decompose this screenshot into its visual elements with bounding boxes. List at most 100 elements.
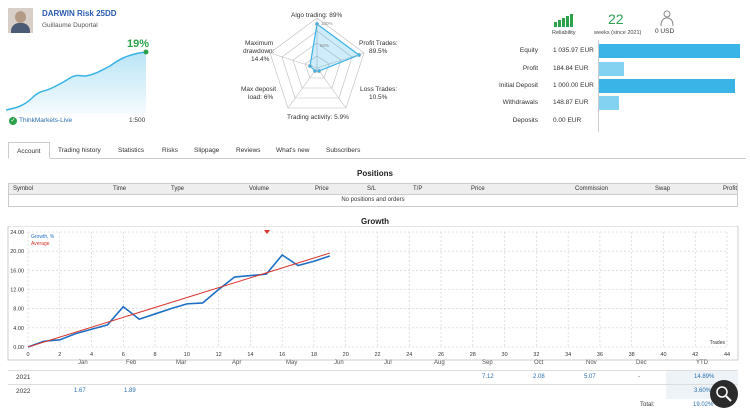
month-header: Nov	[586, 360, 597, 366]
month-value[interactable]: 7.12	[482, 374, 494, 380]
y-tick-label: 0.00	[13, 345, 24, 351]
broker-link[interactable]: ThinkMarkets-Live	[19, 117, 73, 124]
positions-header-row: Symbol Time Type Volume Price S/L T/P Price Comm…	[9, 184, 737, 195]
y-tick-label: 24.00	[10, 230, 24, 236]
balance-bar	[599, 62, 624, 76]
ytd-value: 3.60%	[694, 388, 712, 394]
month-header: Aug	[434, 360, 445, 366]
zoom-button[interactable]	[710, 380, 738, 408]
year-label: 2022	[16, 388, 31, 395]
legend-growth: Growth, %	[31, 234, 55, 240]
tab-bar: Account Trading history Statistics Risks Sli…	[8, 142, 746, 159]
month-header: Jan	[78, 360, 88, 366]
radar-profit-trades-value: 89.5%	[369, 48, 388, 55]
radar-loss-trades-value: 10.5%	[369, 94, 388, 101]
positions-column-header: S/L	[367, 186, 377, 192]
x-tick-label: 20	[343, 352, 349, 358]
month-value[interactable]: 1.89	[124, 388, 136, 394]
total-label: Total:	[640, 402, 655, 408]
subscribers-funds: 0 USD	[655, 28, 675, 35]
month-header: Dec	[636, 360, 647, 366]
x-tick-label: 0	[26, 352, 29, 358]
month-header: YTD	[696, 360, 708, 366]
tab-statistics[interactable]: Statistics	[118, 147, 145, 154]
tab-what-s-new[interactable]: What's new	[276, 147, 310, 154]
radar-chart: 100% 50% Algo trading: 89% Profit Trades…	[235, 6, 400, 126]
positions-table: Symbol Time Type Volume Price S/L T/P Price Comm…	[8, 183, 738, 207]
growth-line	[27, 253, 331, 348]
growth-percent: 19%	[127, 38, 150, 50]
reliability-bars-icon	[554, 14, 573, 27]
growth-title: Growth	[361, 217, 389, 226]
month-header: May	[286, 360, 298, 366]
month-header: Jul	[384, 360, 392, 366]
positions-column-header: Price	[315, 186, 329, 192]
total-value: 19.02%	[693, 402, 714, 408]
balance-label: Initial Deposit	[498, 82, 538, 89]
positions-column-header: Type	[171, 186, 185, 192]
year-label: 2021	[16, 374, 31, 381]
x-tick-label: 24	[406, 352, 412, 358]
month-header: Oct	[534, 360, 544, 366]
radar-loss-trades-label: Loss Trades:	[360, 86, 398, 93]
y-tick-label: 16.00	[10, 268, 24, 274]
x-tick-label: 16	[279, 352, 285, 358]
mini-growth-chart	[6, 49, 149, 114]
positions-column-header: Symbol	[13, 186, 34, 192]
x-tick-label: 6	[122, 352, 125, 358]
balance-value: 184.84 EUR	[553, 65, 589, 72]
balance-value: 148.87 EUR	[553, 99, 589, 106]
account-name[interactable]: DARWIN Risk 25DD	[42, 9, 117, 18]
radar-trading-activity: Trading activity: 5.9%	[287, 114, 349, 121]
leverage: 1:500	[129, 117, 146, 124]
tab-slippage[interactable]: Slippage	[194, 147, 220, 154]
positions-column-header: Swap	[655, 186, 671, 192]
x-tick-label: 14	[247, 352, 253, 358]
bars-divider	[598, 40, 599, 132]
month-value[interactable]: 5.07	[584, 374, 596, 380]
tab-trading-history[interactable]: Trading history	[58, 147, 101, 154]
verified-icon: ✓	[9, 117, 17, 125]
x-tick-label: 26	[438, 352, 444, 358]
account-owner[interactable]: Guillaume Duportal	[42, 22, 98, 29]
month-value[interactable]: 2.08	[533, 374, 545, 380]
balance-bar	[599, 96, 619, 110]
month-value[interactable]: -	[638, 374, 640, 380]
radar-drawdown-label: Maximum	[245, 40, 274, 47]
month-value[interactable]: 1.67	[74, 388, 86, 394]
balance-label: Withdrawals	[502, 99, 538, 106]
tab-reviews[interactable]: Reviews	[236, 147, 261, 154]
tab-risks[interactable]: Risks	[162, 147, 178, 154]
x-tick-label: 18	[311, 352, 317, 358]
avatar[interactable]	[8, 8, 33, 33]
balance-label: Profit	[522, 65, 538, 72]
x-tick-label: 12	[216, 352, 222, 358]
y-tick-label: 20.00	[10, 249, 24, 255]
radar-drawdown-label-2: drawdown:	[243, 48, 275, 55]
radar-deposit-load-value: load: 6%	[248, 94, 274, 101]
subscribers-icon	[660, 10, 674, 27]
x-tick-label: 44	[724, 352, 730, 358]
radar-ring-50: 50%	[320, 43, 330, 48]
positions-column-header: Volume	[249, 186, 270, 192]
balance-label: Deposits	[512, 117, 538, 124]
month-header: Apr	[232, 360, 242, 366]
marker-icon	[264, 230, 270, 234]
x-tick-label: 2	[58, 352, 61, 358]
balance-bar	[599, 79, 735, 93]
positions-title: Positions	[356, 169, 393, 178]
y-tick-label: 4.00	[13, 326, 24, 332]
x-tick-label: 8	[154, 352, 157, 358]
tab-subscribers[interactable]: Subscribers	[326, 147, 361, 154]
year-row: 2021 7.12 2.08 5.07 - 14.89%	[8, 370, 738, 385]
tab-account[interactable]: Account	[8, 142, 50, 159]
x-tick-label: 22	[374, 352, 380, 358]
balance-label: Equity	[519, 47, 538, 54]
positions-column-header: Profit	[723, 186, 738, 192]
x-tick-label: 30	[502, 352, 508, 358]
positions-column-header: T/P	[413, 186, 423, 192]
average-line	[27, 252, 330, 348]
x-tick-label: 10	[184, 352, 190, 358]
x-tick-label: 38	[629, 352, 635, 358]
